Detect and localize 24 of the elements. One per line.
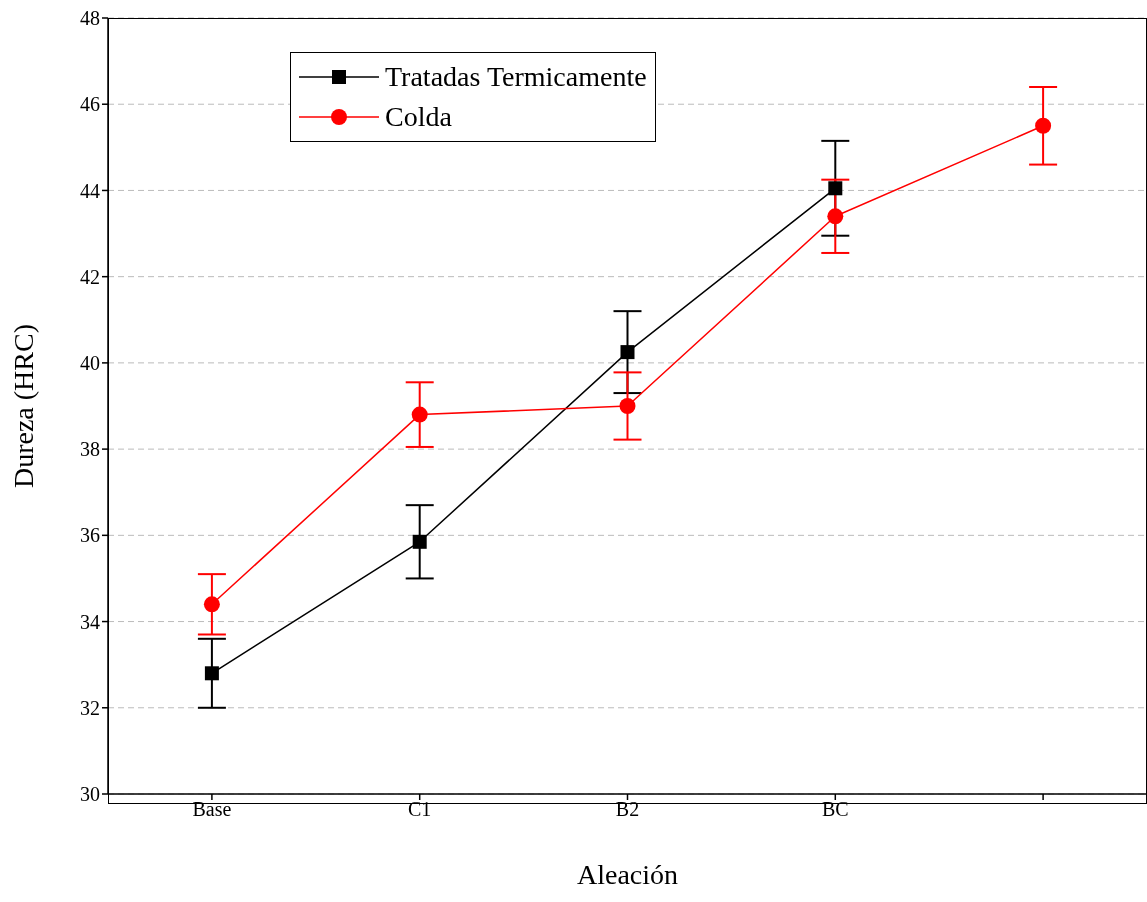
point — [204, 666, 219, 681]
y-tick-label: 44 — [80, 179, 100, 202]
legend-label: Colda — [385, 100, 452, 134]
point — [203, 596, 220, 613]
y-tick-label: 36 — [80, 524, 100, 547]
x-axis-title: Aleación — [576, 859, 679, 890]
x-tick-label: Base — [192, 798, 232, 821]
y-tick-label: 48 — [80, 7, 100, 30]
y-tick-label: 40 — [80, 351, 100, 374]
y-tick-label: 38 — [80, 438, 100, 461]
point — [1035, 117, 1052, 134]
y-tick-label: 46 — [80, 93, 100, 116]
y-tick-label: 34 — [80, 610, 100, 633]
point — [828, 181, 843, 196]
point — [827, 208, 844, 225]
point — [620, 345, 635, 360]
point — [412, 534, 427, 549]
legend-label: Tratadas Termicamente — [385, 60, 647, 94]
y-tick-label: 42 — [80, 265, 100, 288]
point — [411, 406, 428, 423]
y-axis-title: Dureza (HRC) — [7, 323, 39, 489]
y-tick-label: 30 — [80, 783, 100, 806]
point — [619, 398, 636, 414]
y-tick-label: 32 — [80, 696, 100, 719]
